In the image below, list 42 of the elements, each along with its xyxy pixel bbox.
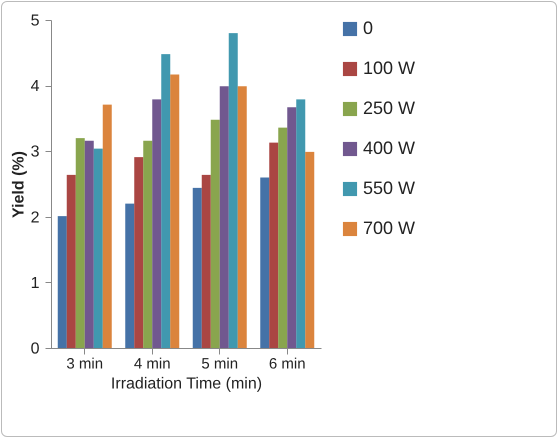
bar — [94, 148, 103, 348]
legend-label: 250 W — [363, 98, 416, 118]
bar — [143, 140, 152, 348]
bar — [220, 86, 229, 348]
bar — [102, 104, 112, 348]
y-tick-label: 1 — [30, 274, 40, 292]
bar — [84, 140, 94, 348]
legend-label: 0 — [363, 18, 374, 38]
bar — [192, 188, 202, 348]
y-tick-label: 0 — [30, 340, 40, 358]
legend-label: 100 W — [363, 58, 416, 78]
bar — [170, 74, 180, 348]
y-tick-label: 2 — [30, 209, 40, 226]
legend-label: 400 W — [363, 138, 416, 158]
bar — [152, 99, 162, 348]
bar — [202, 174, 211, 348]
bar — [238, 86, 247, 348]
bar — [125, 204, 134, 348]
bar — [58, 216, 67, 348]
bar — [305, 152, 314, 348]
legend-label: 700 W — [363, 218, 416, 238]
legend-label: 550 W — [363, 178, 416, 198]
bar — [278, 128, 288, 348]
x-tick-label: 3 min — [66, 356, 104, 372]
bar — [269, 142, 278, 348]
y-tick-label: 5 — [30, 12, 40, 30]
bar — [76, 138, 85, 348]
y-tick-label: 3 — [30, 144, 40, 161]
y-tick-label: 4 — [30, 78, 40, 96]
bar — [161, 54, 170, 348]
x-axis-title: Irradiation Time (min) — [110, 376, 262, 392]
bar — [287, 107, 296, 348]
bar — [228, 33, 238, 348]
bar — [210, 120, 220, 348]
x-tick-label: 5 min — [201, 356, 238, 372]
bar — [134, 157, 144, 348]
y-axis-title: Yield (%) — [10, 151, 28, 218]
x-tick-label: 4 min — [134, 356, 171, 372]
bar — [260, 177, 270, 348]
bar — [66, 174, 76, 348]
x-tick-label: 6 min — [268, 356, 306, 372]
bar — [296, 99, 306, 348]
